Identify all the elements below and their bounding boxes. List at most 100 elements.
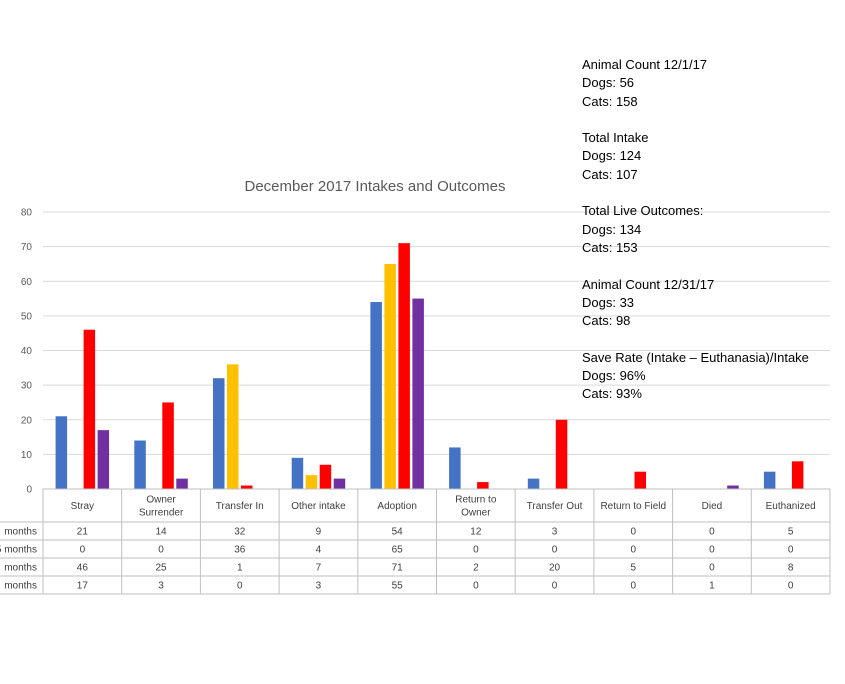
- data-label: 3: [316, 581, 322, 592]
- data-label: 21: [77, 527, 89, 538]
- y-tick-label: 10: [21, 450, 33, 461]
- series-label: months: [4, 581, 37, 592]
- data-label: 55: [392, 581, 404, 592]
- bar: [55, 416, 68, 489]
- data-label: 0: [158, 545, 164, 556]
- bar: [763, 471, 776, 489]
- summary-value: Dogs: 124: [582, 148, 642, 164]
- data-label: 0: [709, 563, 715, 574]
- bar: [412, 298, 424, 489]
- y-tick-label: 40: [21, 346, 33, 357]
- bar: [727, 485, 739, 489]
- bar: [319, 464, 332, 489]
- data-label: 7: [316, 563, 322, 574]
- bar: [477, 482, 489, 489]
- series-label: months: [4, 563, 37, 574]
- summary-heading: Animal Count 12/31/17: [582, 276, 715, 292]
- y-axis: 0 10 20 30 40 50 60 70 80: [21, 208, 33, 496]
- data-label: 17: [77, 581, 89, 592]
- bar: [449, 447, 461, 489]
- summary-heading: Total Live Outcomes:: [582, 203, 704, 219]
- bar: [555, 419, 568, 489]
- bar: [176, 478, 188, 489]
- summary-value: Cats: 107: [582, 166, 638, 182]
- bar: [291, 457, 304, 489]
- data-label: 54: [392, 527, 404, 538]
- data-label: 0: [709, 527, 715, 538]
- bar: [333, 478, 346, 489]
- data-label: 14: [155, 527, 167, 538]
- summary-value: Cats: 98: [582, 313, 631, 329]
- summary-block: Animal Count 12/1/17 Dogs: 56 Cats: 158: [582, 56, 809, 111]
- data-label: 65: [392, 545, 404, 556]
- bar: [83, 329, 96, 489]
- data-label: 0: [788, 545, 794, 556]
- category-label: Return to Field: [600, 501, 666, 512]
- data-label: 12: [470, 527, 482, 538]
- category-label: Return to: [455, 495, 497, 506]
- data-label: 2: [473, 563, 479, 574]
- summary-heading: Animal Count 12/1/17: [582, 57, 708, 72]
- data-label: 0: [630, 527, 636, 538]
- data-label: 1: [237, 563, 243, 574]
- category-label: Stray: [71, 501, 94, 512]
- category-label: Owner: [146, 495, 176, 506]
- y-tick-label: 60: [21, 277, 33, 288]
- data-label: 0: [709, 545, 715, 556]
- bar: [227, 364, 239, 489]
- data-label: 9: [316, 527, 322, 538]
- bar: [134, 440, 146, 489]
- y-tick-label: 0: [26, 485, 32, 496]
- bar: [213, 378, 225, 489]
- category-label: Transfer Out: [527, 501, 583, 512]
- summary-value: Dogs: 56: [582, 75, 635, 91]
- summary-value: Dogs: 134: [582, 221, 642, 237]
- summary-value: Cats: 153: [582, 239, 638, 255]
- summary-stats-panel: Animal Count 12/1/17 Dogs: 56 Cats: 158 Tot…: [582, 56, 809, 422]
- y-tick-label: 30: [21, 381, 33, 392]
- data-label: 0: [552, 545, 558, 556]
- data-label: 0: [552, 581, 558, 592]
- bar: [527, 478, 540, 489]
- bar: [97, 430, 110, 489]
- bar-series: [55, 243, 804, 489]
- summary-block: Total Live Outcomes: Dogs: 134 Cats: 153: [582, 202, 809, 257]
- summary-block: Save Rate (Intake – Euthanasia)/Intake Do…: [582, 349, 809, 404]
- summary-block: Total Intake Dogs: 124 Cats: 107: [582, 129, 809, 184]
- data-label: 0: [788, 581, 794, 592]
- data-label: 3: [158, 581, 164, 592]
- data-label: 1: [709, 581, 715, 592]
- y-tick-label: 50: [21, 311, 33, 322]
- summary-heading: Save Rate (Intake – Euthanasia)/Intake: [582, 349, 809, 365]
- data-label: 0: [630, 545, 636, 556]
- category-label: Adoption: [377, 501, 416, 512]
- data-label: 46: [77, 563, 89, 574]
- data-label: 8: [788, 563, 794, 574]
- bar: [634, 471, 646, 489]
- data-label: 3: [552, 527, 558, 538]
- summary-value: Cats: 158: [582, 93, 638, 109]
- category-label: Other intake: [291, 501, 346, 512]
- data-label: 0: [473, 545, 479, 556]
- summary-heading: Total Intake: [582, 130, 649, 146]
- bar: [791, 461, 804, 489]
- data-label: 4: [316, 545, 322, 556]
- data-label: 5: [630, 563, 636, 574]
- summary-value: Dogs: 33: [582, 294, 635, 310]
- data-label: 0: [630, 581, 636, 592]
- data-label: 0: [473, 581, 479, 592]
- y-tick-label: 20: [21, 415, 33, 426]
- data-label: 32: [234, 527, 246, 538]
- category-label: Died: [702, 501, 723, 512]
- chart-title: December 2017 Intakes and Outcomes: [245, 178, 506, 195]
- category-label: Owner: [461, 508, 491, 519]
- summary-value: Dogs: 96%: [582, 368, 646, 384]
- bar: [398, 243, 410, 489]
- category-label: Euthanized: [766, 501, 816, 512]
- summary-block: Animal Count 12/31/17 Dogs: 33 Cats: 98: [582, 276, 809, 331]
- data-label: 71: [392, 563, 404, 574]
- data-label: 5: [788, 527, 794, 538]
- data-label: 36: [234, 545, 246, 556]
- series-label: months: [4, 527, 37, 538]
